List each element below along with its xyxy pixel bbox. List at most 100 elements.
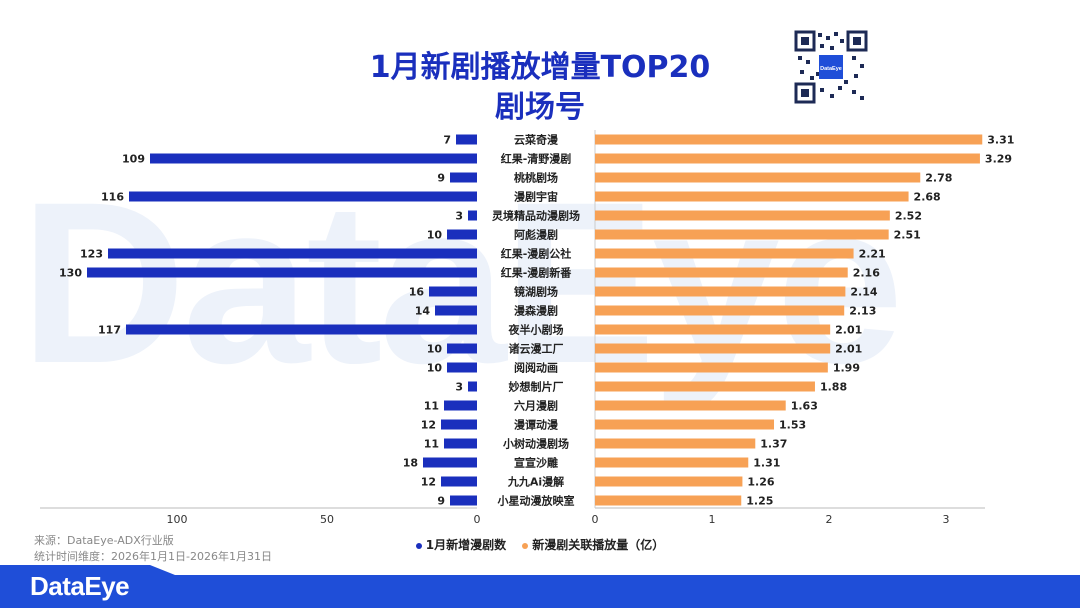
legend-item-right: 新漫剧关联播放量（亿）: [522, 536, 664, 553]
source-note: 来源：DataEye-ADX行业版 统计时间维度：2026年1月1日-2026年…: [34, 533, 272, 565]
category-label: 夜半小剧场: [508, 323, 564, 337]
right-bar: [595, 172, 921, 183]
category-label: 妙想制片厂: [509, 380, 564, 394]
left-bar: [423, 457, 477, 468]
left-value-label: 9: [437, 172, 445, 185]
axis-ticks: 100 50 0 0 1 2 3: [167, 513, 950, 526]
right-bar: [595, 457, 749, 468]
left-value-label: 16: [409, 286, 425, 299]
right-bar: [595, 229, 889, 240]
category-label: 阅阅动画: [514, 361, 558, 375]
left-value-label: 11: [424, 400, 439, 413]
legend-right-label: 新漫剧关联播放量（亿）: [532, 538, 665, 552]
left-value-label: 18: [403, 457, 418, 470]
category-label: 红果-清野漫剧: [501, 152, 572, 166]
footer-logo: DataEye: [30, 571, 130, 601]
right-tick-label: 0: [592, 513, 599, 526]
left-value-label: 10: [427, 343, 443, 356]
right-bar: [595, 343, 831, 354]
source-line-2: 统计时间维度：2026年1月1日-2026年1月31日: [34, 550, 272, 563]
category-label: 漫谭动漫: [514, 418, 559, 432]
right-bar: [595, 438, 756, 449]
left-value-label: 123: [80, 248, 103, 261]
right-value-label: 1.37: [760, 438, 787, 451]
left-bar: [456, 134, 477, 145]
right-value-label: 2.52: [895, 210, 922, 223]
left-value-label: 10: [427, 362, 443, 375]
right-bar: [595, 134, 983, 145]
right-tick-label: 3: [943, 513, 950, 526]
title-line-2: 剧场号: [495, 90, 585, 125]
category-label: 六月漫剧: [514, 399, 558, 413]
axis-lines: [40, 130, 985, 509]
legend-item-left: 1月新增漫剧数: [415, 536, 507, 553]
right-tick-label: 1: [709, 513, 716, 526]
left-value-label: 12: [421, 419, 436, 432]
right-value-label: 1.25: [746, 495, 773, 508]
left-bar: [435, 305, 477, 316]
left-bar: [447, 229, 477, 240]
right-tick-label: 2: [826, 513, 833, 526]
right-bar: [595, 476, 743, 487]
left-value-label: 14: [415, 305, 431, 318]
right-value-label: 2.14: [850, 286, 877, 299]
right-bar: [595, 362, 828, 373]
left-value-label: 117: [98, 324, 121, 337]
right-value-label: 1.53: [779, 419, 806, 432]
right-bar: [595, 191, 909, 202]
title-line-1: 1月新剧播放增量TOP20: [369, 50, 711, 85]
left-bar: [441, 419, 477, 430]
svg-text:DataEye: DataEye: [820, 66, 842, 72]
left-bar: [468, 210, 477, 221]
right-value-label: 1.26: [747, 476, 774, 489]
category-label: 宣宣沙雕: [514, 456, 558, 470]
legend-left-dot: [415, 542, 422, 549]
left-bar: [126, 324, 477, 335]
footer-bar: DataEye: [0, 565, 1080, 608]
right-bar: [595, 419, 775, 430]
right-value-label: 2.68: [914, 191, 941, 204]
left-bar: [429, 286, 477, 297]
left-tick-label: 100: [167, 513, 188, 526]
right-bar: [595, 153, 980, 164]
category-label: 红果-漫剧公社: [501, 247, 572, 261]
right-value-label: 2.13: [849, 305, 876, 318]
left-value-label: 10: [427, 229, 443, 242]
qr-code-icon: DataEye: [794, 30, 868, 104]
category-label: 诸云漫工厂: [509, 342, 564, 356]
category-label: 阿彪漫剧: [514, 228, 558, 242]
left-value-label: 11: [424, 438, 439, 451]
footer-background: [0, 565, 1080, 608]
legend-left-label: 1月新增漫剧数: [425, 538, 507, 552]
left-series-bars: [87, 134, 477, 506]
left-tick-label: 0: [474, 513, 481, 526]
right-value-label: 2.78: [925, 172, 952, 185]
left-bar: [108, 248, 477, 259]
left-value-label: 3: [455, 381, 463, 394]
category-label: 红果-漫剧新番: [501, 266, 573, 280]
category-label: 小树动漫剧场: [502, 437, 569, 451]
right-bar: [595, 267, 848, 278]
right-bar: [595, 248, 854, 259]
right-value-label: 1.88: [820, 381, 847, 394]
left-bar: [450, 172, 477, 183]
right-value-label: 1.63: [791, 400, 818, 413]
category-labels: 云菜奇漫红果-清野漫剧桃桃剧场漫剧宇宙灵境精品动漫剧场阿彪漫剧红果-漫剧公社红果…: [492, 133, 580, 508]
category-label: 九九Ai漫解: [507, 475, 564, 489]
category-label: 云菜奇漫: [514, 133, 559, 147]
category-label: 漫森漫剧: [514, 304, 558, 318]
legend: 1月新增漫剧数 新漫剧关联播放量（亿）: [0, 536, 1080, 553]
category-label: 漫剧宇宙: [514, 190, 558, 204]
right-bar: [595, 495, 742, 506]
right-value-label: 2.21: [859, 248, 886, 261]
right-value-label: 1.99: [833, 362, 860, 375]
left-tick-label: 50: [320, 513, 334, 526]
right-bar: [595, 400, 786, 411]
source-line-1: 来源：DataEye-ADX行业版: [34, 534, 174, 547]
right-value-label: 2.16: [853, 267, 880, 280]
left-value-label: 130: [59, 267, 82, 280]
right-value-label: 2.01: [835, 343, 862, 356]
left-value-label: 116: [101, 191, 124, 204]
left-bar: [444, 400, 477, 411]
